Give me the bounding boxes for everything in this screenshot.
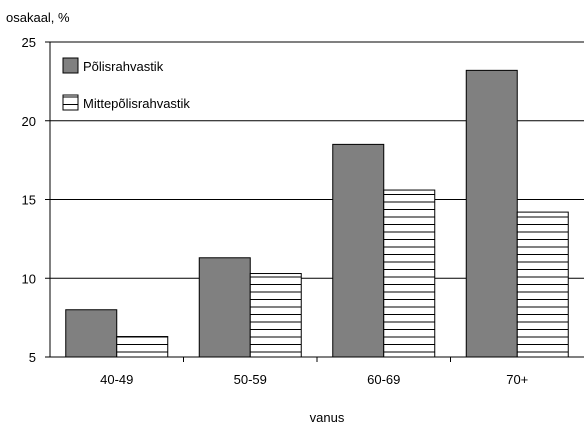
legend-swatch-series-2	[62, 94, 79, 111]
y-tick-label: 15	[22, 193, 36, 208]
y-tick-label: 20	[22, 114, 36, 129]
x-tick-label: 50-59	[234, 372, 267, 387]
bar-series-1	[465, 69, 518, 358]
bar-series-1	[332, 143, 385, 358]
x-tick-labels: 40-49 50-59 60-69 70+	[100, 357, 528, 387]
legend-swatch-series-1	[62, 57, 79, 74]
legend-label-series-1: Põlisrahvastik	[83, 59, 164, 74]
bar-series-1	[198, 257, 251, 358]
x-tick-label: 70+	[506, 372, 528, 387]
bar-series-1	[65, 309, 118, 358]
y-axis-label: osakaal, %	[6, 10, 70, 25]
bars	[65, 69, 569, 358]
bar-series-2	[116, 336, 169, 358]
bar-series-2	[516, 211, 569, 358]
y-tick-label: 25	[22, 35, 36, 50]
legend-label-series-2: Mittepõlisrahvastik	[83, 96, 190, 111]
x-tick-label: 40-49	[100, 372, 133, 387]
bar-series-2	[383, 189, 436, 358]
y-tick-label: 10	[22, 271, 36, 286]
x-tick-label: 60-69	[367, 372, 400, 387]
legend: Põlisrahvastik Mittepõlisrahvastik	[62, 57, 190, 111]
x-axis-label: vanus	[310, 410, 345, 425]
y-tick-label: 5	[29, 350, 36, 365]
y-tick-labels: 5 10 15 20 25	[22, 35, 36, 365]
bar-series-2	[249, 273, 302, 358]
